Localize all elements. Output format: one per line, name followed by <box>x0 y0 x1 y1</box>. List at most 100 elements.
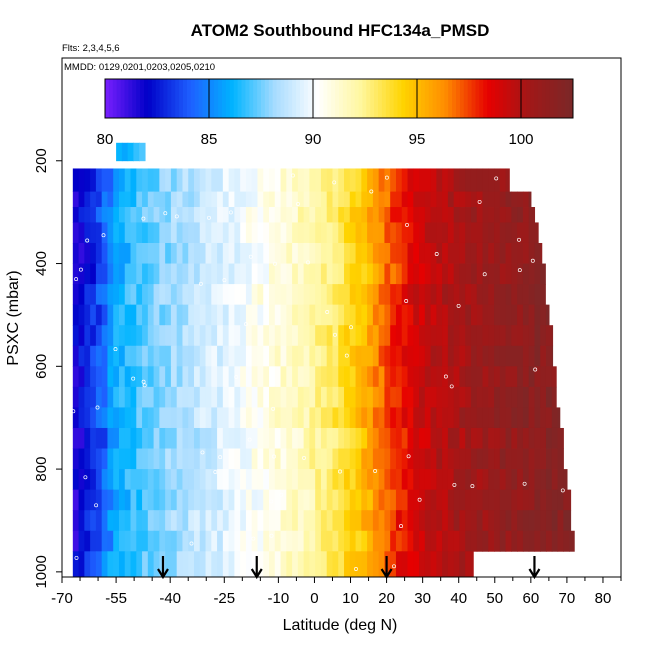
heat-cell-14--22 <box>234 427 241 449</box>
heat-cell-10--57 <box>107 345 114 367</box>
heat-cell-11-31 <box>424 366 432 388</box>
heat-cell-3-13 <box>361 207 368 223</box>
heat-cell-13-13 <box>361 407 368 429</box>
heat-cell-3--45 <box>153 207 160 223</box>
heat-cell-16-50 <box>494 469 501 491</box>
sample-point-68 <box>560 488 565 493</box>
heat-cell-7-42 <box>465 284 472 306</box>
heat-cell-9-51 <box>499 325 507 347</box>
colorbar-cell-51 <box>303 79 309 118</box>
heat-cell-13-32 <box>430 407 437 429</box>
heat-cell-10-24 <box>401 345 409 367</box>
heat-cell-6-15 <box>367 263 374 285</box>
heat-cell-11--65 <box>78 366 85 388</box>
sample-point-69 <box>392 564 396 569</box>
heat-cell-13--11 <box>274 407 282 429</box>
heat-cell-3-24 <box>401 207 409 223</box>
heat-cell-2-29 <box>419 191 426 208</box>
heat-cell-11--46 <box>147 366 155 388</box>
heat-cell-11--49 <box>136 366 143 388</box>
heat-cell-20-7 <box>338 551 345 577</box>
heat-cell-15--35 <box>188 448 195 470</box>
colorbar-cell-83 <box>428 79 434 118</box>
heat-cell-7-13 <box>361 284 368 306</box>
heat-cell-12-21 <box>390 386 397 408</box>
heat-cell-18-48 <box>488 510 495 532</box>
heat-cell-6-48 <box>488 263 495 285</box>
heat-cell-3--30 <box>205 207 212 223</box>
sample-point-25 <box>251 536 256 541</box>
heat-cell-8-8 <box>344 304 351 326</box>
heat-cell-19--46 <box>147 530 155 552</box>
heat-cell-3-10 <box>349 207 357 223</box>
heat-cell-3--65 <box>78 207 85 223</box>
heat-cell-7-50 <box>494 284 501 306</box>
heat-cell-12-16 <box>372 386 380 408</box>
heat-cell-3--3 <box>303 207 310 223</box>
heat-cell-19--29 <box>211 530 218 552</box>
heat-cell-20--6 <box>292 551 299 577</box>
heat-cell-14-31 <box>424 427 432 449</box>
sample-point-7 <box>404 299 409 303</box>
heat-cell-11--59 <box>101 366 109 388</box>
heat-cell-6-50 <box>494 263 501 285</box>
heat-cell-1--5 <box>297 168 305 192</box>
heat-cell-3-26 <box>407 207 414 223</box>
heat-cell-20--5 <box>297 551 305 577</box>
heat-cell-15--56 <box>113 448 120 470</box>
heat-cell-7-15 <box>367 284 374 306</box>
heat-cell-6--24 <box>228 263 235 285</box>
heat-cell-18-39 <box>453 510 461 532</box>
heat-cell-18--54 <box>118 510 126 532</box>
heat-cell-16-59 <box>528 469 536 491</box>
heat-cell-19-0 <box>315 530 322 552</box>
heat-cell-12--67 <box>72 386 80 408</box>
heat-cell-9-50 <box>494 325 501 347</box>
heat-cell-14-59 <box>528 427 536 449</box>
heat-cell-11-3 <box>326 366 334 388</box>
heat-cell-3-27 <box>413 207 420 223</box>
heat-cell-18--49 <box>136 510 143 532</box>
colorbar-cell-21 <box>186 79 192 118</box>
sample-point-24 <box>405 222 409 227</box>
colorbar-cell-73 <box>389 79 395 118</box>
heat-cell-1--33 <box>194 168 201 192</box>
heat-cell-10-10 <box>349 345 357 367</box>
heat-cell-19-55 <box>511 530 518 552</box>
colorbar-cell-45 <box>280 79 285 118</box>
heat-cell-20-35 <box>442 551 449 577</box>
heat-cell-4--37 <box>182 222 189 244</box>
heat-cell-17-10 <box>349 489 357 511</box>
heat-cell-5-27 <box>413 242 420 264</box>
heat-cell-18-8 <box>344 510 351 532</box>
heat-cell-15--17 <box>251 448 259 470</box>
heat-cell-15-27 <box>413 448 420 470</box>
heat-cell-9-64 <box>545 325 553 347</box>
heat-cell-16-39 <box>453 469 461 491</box>
heat-cell-8--45 <box>153 304 160 326</box>
heat-cell-18--32 <box>199 510 207 532</box>
heat-cell-14-5 <box>332 427 339 449</box>
heat-cell-20--40 <box>170 551 178 577</box>
heat-cell-4-53 <box>505 222 512 244</box>
heat-cell-4--3 <box>303 222 310 244</box>
heat-cell-11-35 <box>442 366 449 388</box>
heat-cell-12--53 <box>124 386 132 408</box>
heat-cell-17-8 <box>344 489 351 511</box>
heat-cell-10--45 <box>153 345 160 367</box>
heat-cell-7--64 <box>84 284 91 306</box>
heat-cell-9--24 <box>228 325 235 347</box>
sample-point-52 <box>456 303 461 308</box>
heat-cell-1-8 <box>344 168 351 192</box>
heat-cell-19-48 <box>488 530 495 552</box>
heat-cell-4--61 <box>95 222 103 244</box>
heat-cell-16-43 <box>470 469 478 491</box>
heat-cell-4-31 <box>424 222 432 244</box>
heat-cell-2-35 <box>442 191 449 208</box>
heat-cell-12-0 <box>315 386 322 408</box>
heat-cell-10-13 <box>361 345 368 367</box>
heat-cell-11-61 <box>534 366 541 388</box>
heat-cell-10--25 <box>222 345 230 367</box>
heat-cell-8--16 <box>257 304 264 326</box>
heat-cell-12-43 <box>470 386 478 408</box>
